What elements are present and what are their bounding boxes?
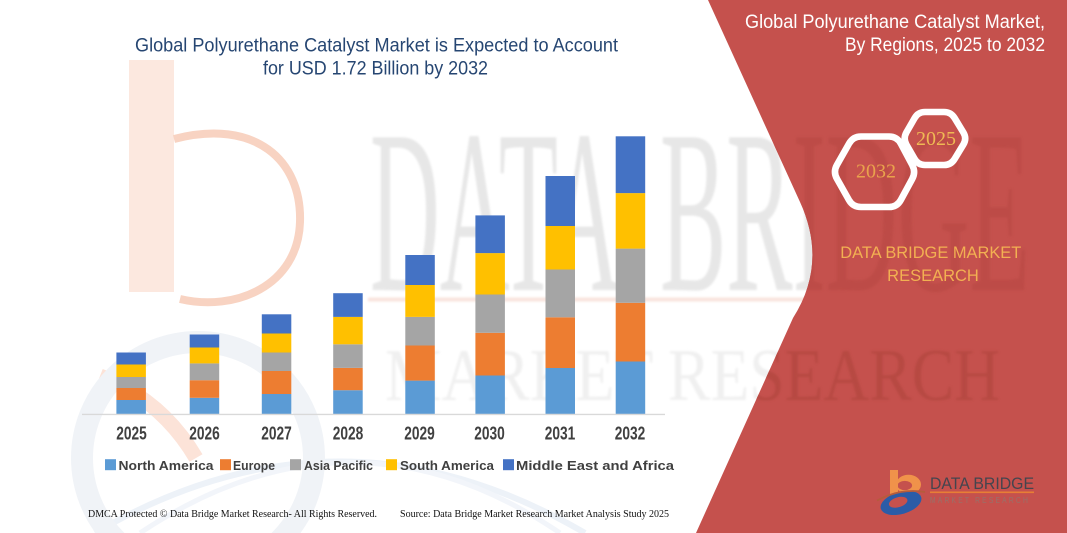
svg-text:Global Polyurethane Catalyst M: Global Polyurethane Catalyst Market, bbox=[745, 12, 1045, 33]
svg-text:By Regions, 2025 to 2032: By Regions, 2025 to 2032 bbox=[845, 35, 1045, 56]
svg-text:Asia Pacific: Asia Pacific bbox=[304, 458, 373, 473]
svg-text:2028: 2028 bbox=[333, 424, 364, 444]
svg-text:2030: 2030 bbox=[474, 424, 505, 444]
svg-text:Global Polyurethane Catalyst M: Global Polyurethane Catalyst Market is E… bbox=[135, 36, 619, 57]
svg-text:2025: 2025 bbox=[116, 424, 147, 444]
svg-text:2025: 2025 bbox=[916, 128, 956, 150]
svg-text:2032: 2032 bbox=[615, 424, 646, 444]
svg-text:2029: 2029 bbox=[404, 424, 435, 444]
svg-text:North America: North America bbox=[119, 458, 215, 473]
svg-text:DATA BRIDGE: DATA BRIDGE bbox=[930, 474, 1034, 493]
svg-text:2026: 2026 bbox=[189, 424, 220, 444]
svg-text:DATA BRIDGE MARKET: DATA BRIDGE MARKET bbox=[840, 243, 1021, 262]
svg-text:DMCA Protected © Data Bridge M: DMCA Protected © Data Bridge Market Rese… bbox=[88, 508, 377, 520]
svg-text:2031: 2031 bbox=[545, 424, 576, 444]
svg-text:for USD 1.72 Billion by 2032: for USD 1.72 Billion by 2032 bbox=[263, 59, 488, 80]
svg-text:MARKET RESEARCH: MARKET RESEARCH bbox=[930, 496, 1030, 505]
svg-text:Europe: Europe bbox=[233, 458, 275, 473]
svg-text:Source: Data Bridge Market Res: Source: Data Bridge Market Research Mark… bbox=[400, 508, 669, 520]
svg-text:2032: 2032 bbox=[856, 161, 896, 183]
svg-text:RESEARCH: RESEARCH bbox=[887, 267, 979, 285]
svg-text:Middle East and Africa: Middle East and Africa bbox=[516, 458, 675, 473]
svg-text:South America: South America bbox=[400, 458, 495, 473]
svg-text:2027: 2027 bbox=[261, 424, 292, 444]
